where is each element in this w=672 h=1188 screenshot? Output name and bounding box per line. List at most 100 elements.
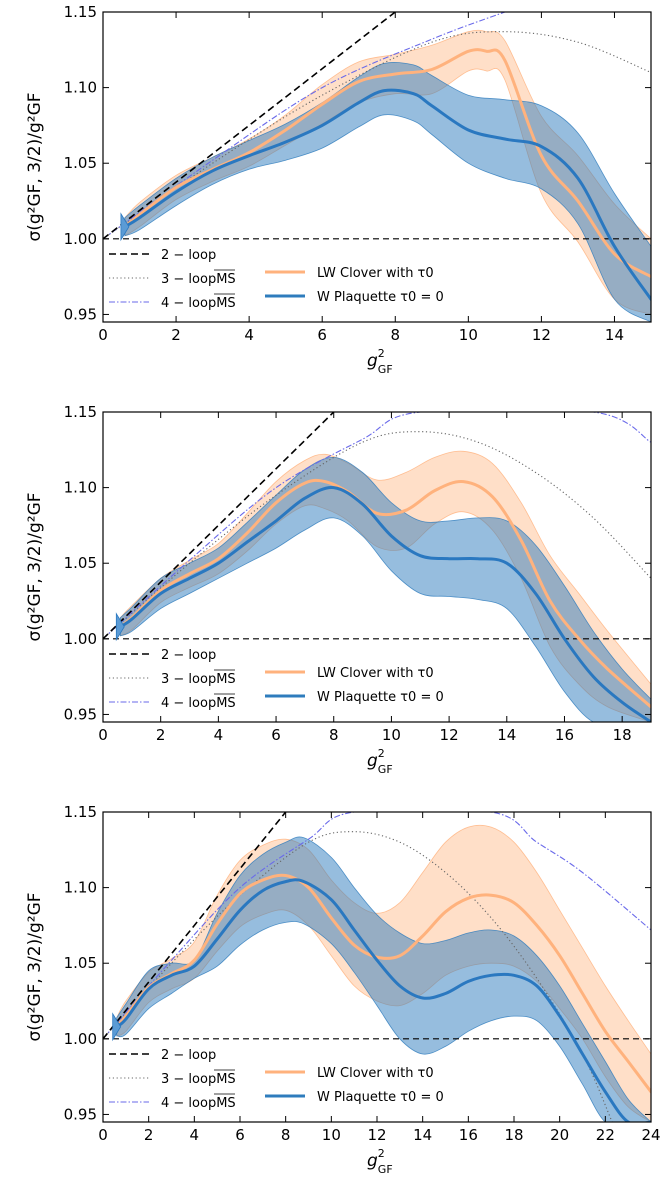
x-tick-label: 0 bbox=[98, 326, 108, 344]
x-tick-label: 6 bbox=[317, 326, 327, 344]
x-tick-label: 20 bbox=[550, 1126, 569, 1144]
x-tick-label: 6 bbox=[235, 1126, 245, 1144]
x-tick-label: 4 bbox=[190, 1126, 200, 1144]
x-tick-label: 10 bbox=[322, 1126, 341, 1144]
y-tick-label: 1.05 bbox=[64, 154, 97, 172]
x-tick-label: 4 bbox=[214, 726, 224, 744]
three-loop-curve bbox=[103, 431, 651, 640]
y-tick-label: 1.00 bbox=[64, 630, 97, 648]
axes-frame bbox=[102, 11, 652, 323]
x-axis-label-sub: GF bbox=[378, 763, 393, 776]
legend-label-plaquette: W Plaquette τ0 = 0 bbox=[317, 690, 444, 705]
legend-label-clover: LW Clover with τ0 bbox=[317, 266, 434, 281]
legend-label-2-loop: 2 − loop bbox=[161, 248, 216, 263]
two-loop-line bbox=[103, 812, 287, 1040]
x-tick-label: 6 bbox=[271, 726, 281, 744]
legend-label-plaquette: W Plaquette τ0 = 0 bbox=[317, 290, 444, 305]
x-tick-label: 10 bbox=[459, 326, 478, 344]
legend-label-4-loop: 4 − loopMS bbox=[161, 1096, 236, 1111]
legend-label-3-loop: 3 − loopMS bbox=[161, 672, 236, 687]
x-tick-label: 2 bbox=[171, 326, 181, 344]
x-tick-label: 14 bbox=[497, 726, 516, 744]
legend-right: LW Clover with τ0 W Plaquette τ0 = 0 bbox=[265, 1066, 444, 1105]
y-tick-label: 1.05 bbox=[64, 554, 97, 572]
plaquette-central-line bbox=[123, 88, 651, 301]
x-tick-label: 12 bbox=[532, 326, 551, 344]
x-tick-label: 8 bbox=[329, 726, 339, 744]
y-tick-label: 0.95 bbox=[64, 305, 97, 323]
legend-right: LW Clover with τ0 W Plaquette τ0 = 0 bbox=[265, 266, 444, 305]
x-axis-label-sub: GF bbox=[378, 363, 393, 376]
legend-right: LW Clover with τ0 W Plaquette τ0 = 0 bbox=[265, 666, 444, 705]
x-tick-label: 12 bbox=[367, 1126, 386, 1144]
y-tick-label: 1.10 bbox=[64, 479, 97, 497]
x-tick-label: 4 bbox=[244, 326, 254, 344]
y-tick-label: 0.95 bbox=[64, 1105, 97, 1123]
legend-label-3-loop: 3 − loopMS bbox=[161, 272, 236, 287]
plaquette-error-band bbox=[116, 836, 651, 1122]
plot-area bbox=[103, 412, 651, 722]
x-axis-label-sub: GF bbox=[378, 1163, 393, 1176]
legend-label-2-loop: 2 − loop bbox=[161, 1048, 216, 1063]
legend-left: 2 − loop 3 − loopMS 4 − loopMS bbox=[109, 1048, 236, 1111]
three-loop-curve bbox=[103, 831, 613, 1122]
two-loop-line bbox=[103, 12, 396, 240]
y-axis-label: σ(g²GF, 3/2)/g²GF bbox=[25, 892, 45, 1041]
x-tick-label: 16 bbox=[459, 1126, 478, 1144]
x-tick-label: 16 bbox=[555, 726, 574, 744]
y-axis-label: σ(g²GF, 3/2)/g²GF bbox=[25, 492, 45, 641]
x-tick-label: 22 bbox=[596, 1126, 615, 1144]
x-axis-label-sup: 2 bbox=[378, 747, 385, 760]
chart-panel-3: 0 2 4 6 8 10 12 14 16 18 20 22 240.951.001.051.101.1… bbox=[25, 803, 661, 1176]
legend-label-2-loop: 2 − loop bbox=[161, 648, 216, 663]
x-axis-label: g2 GF bbox=[367, 347, 393, 376]
x-tick-label: 8 bbox=[390, 326, 400, 344]
start-marker bbox=[112, 1012, 122, 1042]
x-tick-label: 8 bbox=[281, 1126, 291, 1144]
x-tick-label: 12 bbox=[440, 726, 459, 744]
y-tick-label: 1.00 bbox=[64, 230, 97, 248]
legend-label-clover: LW Clover with τ0 bbox=[317, 1066, 434, 1081]
legend-label-3-loop: 3 − loopMS bbox=[161, 1072, 236, 1087]
x-axis-label-main: g bbox=[367, 751, 378, 771]
plaquette-central-line bbox=[118, 486, 651, 722]
legend-left: 2 − loop 3 − loopMS 4 − loopMS bbox=[109, 648, 236, 711]
y-axis-label: σ(g²GF, 3/2)/g²GF bbox=[25, 92, 45, 241]
x-tick-label: 2 bbox=[144, 1126, 154, 1144]
x-axis-label-main: g bbox=[367, 351, 378, 371]
y-tick-label: 1.10 bbox=[64, 879, 97, 897]
plot-area bbox=[103, 812, 651, 1122]
x-tick-label: 14 bbox=[413, 1126, 432, 1144]
legend-left: 2 − loop 3 − loopMS 4 − loopMS bbox=[109, 248, 236, 311]
x-axis-label: g2 GF bbox=[367, 1147, 393, 1176]
y-tick-label: 1.15 bbox=[64, 403, 97, 421]
y-tick-label: 1.00 bbox=[64, 1030, 97, 1048]
legend-label-clover: LW Clover with τ0 bbox=[317, 666, 434, 681]
clover-central-line bbox=[123, 48, 651, 279]
legend-label-plaquette: W Plaquette τ0 = 0 bbox=[317, 1090, 444, 1105]
start-marker bbox=[120, 212, 130, 242]
plot-area bbox=[103, 12, 651, 322]
legend-label-4-loop: 4 − loopMS bbox=[161, 296, 236, 311]
plaquette-error-band bbox=[119, 456, 651, 722]
y-tick-label: 1.05 bbox=[64, 954, 97, 972]
y-tick-label: 0.95 bbox=[64, 705, 97, 723]
y-tick-label: 1.15 bbox=[64, 3, 97, 21]
x-tick-label: 2 bbox=[156, 726, 166, 744]
legend-label-4-loop: 4 − loopMS bbox=[161, 696, 236, 711]
x-axis-label: g2 GF bbox=[367, 747, 393, 776]
four-loop-curve bbox=[103, 412, 651, 640]
x-tick-label: 24 bbox=[641, 1126, 660, 1144]
clover-central-line bbox=[115, 873, 651, 1094]
plaquette-error-band bbox=[124, 62, 651, 322]
x-tick-label: 0 bbox=[98, 726, 108, 744]
x-tick-label: 10 bbox=[382, 726, 401, 744]
x-axis-label-sup: 2 bbox=[378, 347, 385, 360]
x-tick-label: 18 bbox=[613, 726, 632, 744]
x-tick-label: 0 bbox=[98, 1126, 108, 1144]
x-axis-label-sup: 2 bbox=[378, 1147, 385, 1160]
y-tick-label: 1.15 bbox=[64, 803, 97, 821]
